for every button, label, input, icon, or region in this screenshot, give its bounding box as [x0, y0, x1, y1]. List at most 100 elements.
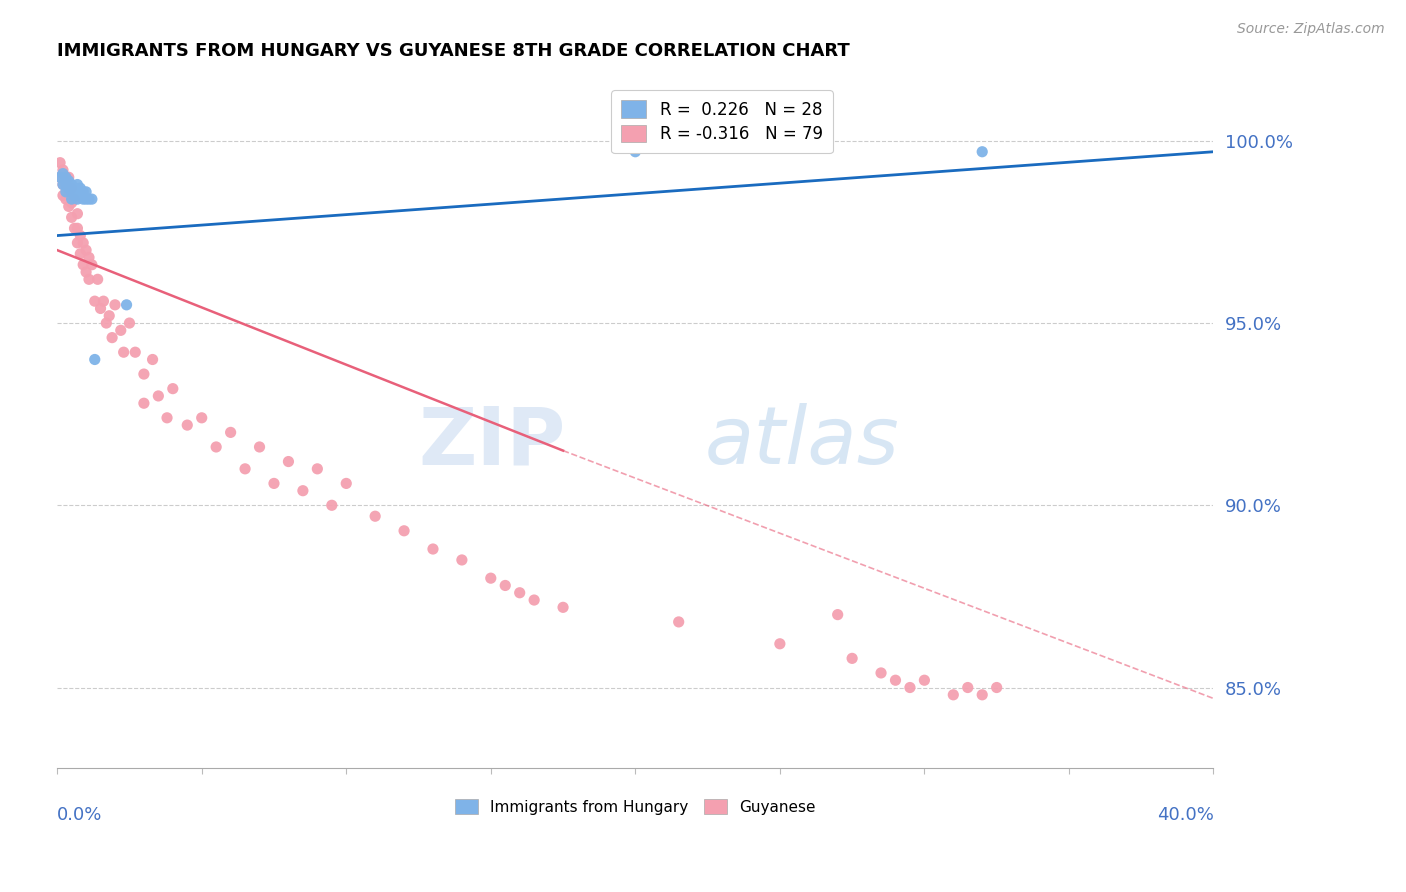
Point: [60, 178, 83, 192]
Point: [624, 145, 647, 159]
Point: [58, 170, 80, 185]
Text: atlas: atlas: [704, 403, 900, 481]
Text: Source: ZipAtlas.com: Source: ZipAtlas.com: [1237, 22, 1385, 37]
Point: [66, 185, 89, 199]
Point: [494, 578, 516, 592]
Point: [972, 145, 994, 159]
Point: [124, 345, 146, 359]
Point: [58, 199, 80, 213]
Point: [156, 410, 179, 425]
Point: [60, 185, 83, 199]
Point: [55, 170, 77, 185]
Point: [55, 178, 77, 192]
Legend: Immigrants from Hungary, Guyanese: Immigrants from Hungary, Guyanese: [447, 791, 823, 822]
Point: [392, 524, 415, 538]
Point: [986, 681, 1008, 695]
Point: [90, 301, 112, 316]
Point: [58, 185, 80, 199]
Point: [205, 440, 228, 454]
Point: [72, 185, 94, 199]
Point: [118, 316, 141, 330]
Point: [60, 192, 83, 206]
Text: 0.0%: 0.0%: [58, 805, 103, 824]
Point: [898, 681, 921, 695]
Point: [52, 178, 75, 192]
Point: [75, 265, 97, 279]
Point: [58, 174, 80, 188]
Point: [112, 345, 135, 359]
Point: [523, 593, 546, 607]
Point: [66, 207, 89, 221]
Point: [249, 440, 271, 454]
Point: [63, 221, 86, 235]
Point: [55, 192, 77, 206]
Text: ZIP: ZIP: [419, 403, 567, 481]
Point: [83, 352, 105, 367]
Point: [69, 181, 91, 195]
Text: IMMIGRANTS FROM HUNGARY VS GUYANESE 8TH GRADE CORRELATION CHART: IMMIGRANTS FROM HUNGARY VS GUYANESE 8TH …: [58, 42, 851, 60]
Point: [60, 181, 83, 195]
Point: [69, 188, 91, 202]
Point: [884, 673, 907, 688]
Point: [75, 192, 97, 206]
Point: [263, 476, 285, 491]
Text: 40.0%: 40.0%: [1157, 805, 1213, 824]
Point: [942, 688, 965, 702]
Point: [110, 323, 132, 337]
Point: [219, 425, 242, 440]
Point: [72, 258, 94, 272]
Point: [972, 688, 994, 702]
Point: [176, 418, 198, 433]
Point: [58, 181, 80, 195]
Point: [83, 294, 105, 309]
Point: [49, 170, 72, 185]
Point: [66, 235, 89, 250]
Point: [98, 309, 121, 323]
Point: [827, 607, 849, 622]
Point: [77, 251, 100, 265]
Point: [60, 195, 83, 210]
Point: [66, 192, 89, 206]
Point: [307, 462, 329, 476]
Point: [63, 188, 86, 202]
Point: [55, 170, 77, 185]
Point: [912, 673, 935, 688]
Point: [132, 367, 155, 381]
Point: [80, 192, 103, 206]
Point: [96, 316, 118, 330]
Point: [60, 211, 83, 225]
Point: [551, 600, 574, 615]
Point: [101, 331, 124, 345]
Point: [72, 235, 94, 250]
Point: [66, 221, 89, 235]
Point: [52, 178, 75, 192]
Point: [190, 410, 212, 425]
Point: [75, 243, 97, 257]
Point: [142, 352, 165, 367]
Point: [321, 498, 343, 512]
Point: [451, 553, 474, 567]
Point: [55, 185, 77, 199]
Point: [364, 509, 387, 524]
Point: [841, 651, 863, 665]
Point: [956, 681, 979, 695]
Point: [52, 163, 75, 178]
Point: [335, 476, 357, 491]
Point: [277, 454, 299, 468]
Point: [49, 155, 72, 169]
Point: [115, 298, 138, 312]
Point: [72, 192, 94, 206]
Point: [86, 272, 108, 286]
Point: [75, 185, 97, 199]
Point: [509, 586, 531, 600]
Point: [77, 272, 100, 286]
Point: [104, 298, 127, 312]
Point: [63, 181, 86, 195]
Point: [52, 188, 75, 202]
Point: [66, 178, 89, 192]
Point: [52, 167, 75, 181]
Point: [148, 389, 170, 403]
Point: [291, 483, 314, 498]
Point: [479, 571, 502, 585]
Point: [870, 665, 893, 680]
